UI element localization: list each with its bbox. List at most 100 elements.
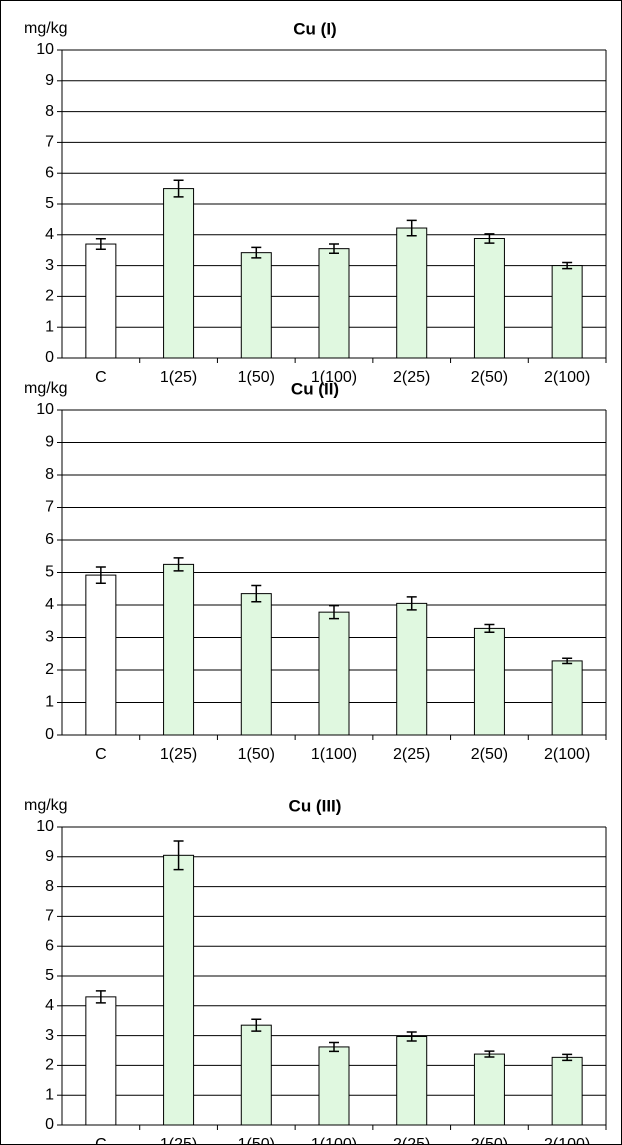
y-tick-label: 6 bbox=[45, 531, 54, 548]
error-bar bbox=[251, 584, 262, 603]
y-tick-label: 7 bbox=[45, 134, 54, 151]
error-bar bbox=[562, 657, 573, 665]
y-tick-label: 8 bbox=[45, 466, 54, 483]
x-tick-label: C bbox=[95, 1136, 107, 1145]
error-bar bbox=[562, 261, 573, 270]
bar bbox=[473, 627, 505, 736]
y-tick-label: 0 bbox=[45, 726, 54, 743]
y-axis-label: mg/kg bbox=[24, 380, 68, 397]
y-tick-label: 5 bbox=[45, 564, 54, 581]
bar bbox=[85, 996, 117, 1126]
bar bbox=[85, 574, 117, 736]
bar bbox=[85, 243, 117, 359]
y-tick-label: 0 bbox=[45, 349, 54, 366]
y-tick-label: 10 bbox=[36, 41, 54, 58]
y-tick-label: 8 bbox=[45, 878, 54, 895]
y-tick-label: 7 bbox=[45, 908, 54, 925]
x-tick-label: 2(25) bbox=[393, 369, 430, 386]
x-tick-label: 1(100) bbox=[311, 369, 357, 386]
y-tick-label: 5 bbox=[45, 195, 54, 212]
y-axis-label: mg/kg bbox=[24, 20, 68, 37]
y-tick-label: 3 bbox=[45, 629, 54, 646]
y-tick-label: 9 bbox=[45, 72, 54, 89]
x-tick-label: 2(100) bbox=[544, 1136, 590, 1145]
bar bbox=[551, 265, 583, 359]
x-tick-label: 2(100) bbox=[544, 369, 590, 386]
bar bbox=[240, 252, 272, 359]
chart-title: Cu (I) bbox=[293, 19, 336, 38]
error-bar bbox=[95, 566, 106, 584]
bar bbox=[396, 227, 428, 359]
x-tick-label: 1(100) bbox=[311, 746, 357, 763]
bar bbox=[163, 188, 195, 359]
y-tick-label: 4 bbox=[45, 997, 54, 1014]
chart-title: Cu (II) bbox=[291, 379, 339, 398]
x-tick-label: 1(25) bbox=[160, 1136, 197, 1145]
error-bar bbox=[173, 557, 184, 572]
y-tick-label: 9 bbox=[45, 848, 54, 865]
y-tick-label: 3 bbox=[45, 1027, 54, 1044]
y-tick-label: 2 bbox=[45, 1057, 54, 1074]
error-bar bbox=[406, 1031, 417, 1042]
y-tick-label: 0 bbox=[45, 1116, 54, 1133]
x-tick-label: 1(50) bbox=[238, 1136, 275, 1145]
y-tick-label: 7 bbox=[45, 499, 54, 516]
bar bbox=[318, 1046, 350, 1126]
error-bar bbox=[484, 1050, 495, 1058]
x-tick-label: 2(50) bbox=[471, 1136, 508, 1145]
y-tick-label: 1 bbox=[45, 694, 54, 711]
x-tick-label: C bbox=[95, 746, 107, 763]
y-tick-label: 3 bbox=[45, 257, 54, 274]
bar bbox=[551, 1056, 583, 1126]
y-tick-label: 5 bbox=[45, 967, 54, 984]
y-tick-label: 10 bbox=[36, 818, 54, 835]
y-tick-label: 8 bbox=[45, 103, 54, 120]
bar bbox=[318, 611, 350, 736]
error-bar bbox=[484, 233, 495, 244]
x-tick-label: 1(25) bbox=[160, 369, 197, 386]
y-tick-label: 1 bbox=[45, 1086, 54, 1103]
y-tick-label: 2 bbox=[45, 661, 54, 678]
x-tick-label: 1(50) bbox=[238, 746, 275, 763]
x-tick-label: 2(100) bbox=[544, 746, 590, 763]
error-bar bbox=[95, 990, 106, 1004]
error-bar bbox=[251, 246, 262, 259]
error-bar bbox=[173, 840, 184, 871]
y-tick-label: 4 bbox=[45, 226, 54, 243]
bar bbox=[396, 1035, 428, 1126]
x-tick-label: 1(50) bbox=[238, 369, 275, 386]
bar bbox=[240, 1024, 272, 1126]
y-tick-label: 6 bbox=[45, 937, 54, 954]
error-bar bbox=[484, 623, 495, 634]
error-bar bbox=[406, 596, 417, 611]
y-axis-label: mg/kg bbox=[24, 797, 68, 814]
error-bar bbox=[95, 238, 106, 251]
x-tick-label: C bbox=[95, 369, 107, 386]
bar bbox=[473, 237, 505, 359]
x-tick-label: 1(25) bbox=[160, 746, 197, 763]
bar bbox=[240, 593, 272, 736]
error-bar bbox=[173, 179, 184, 198]
y-tick-label: 9 bbox=[45, 434, 54, 451]
bar bbox=[163, 854, 195, 1126]
x-tick-label: 1(100) bbox=[311, 1136, 357, 1145]
error-bar bbox=[406, 219, 417, 237]
x-tick-label: 2(25) bbox=[393, 746, 430, 763]
bar bbox=[163, 563, 195, 736]
y-tick-label: 10 bbox=[36, 401, 54, 418]
error-bar bbox=[251, 1018, 262, 1032]
x-tick-label: 2(50) bbox=[471, 746, 508, 763]
error-bar bbox=[329, 243, 339, 255]
bar bbox=[473, 1053, 505, 1126]
y-tick-label: 2 bbox=[45, 288, 54, 305]
y-tick-label: 4 bbox=[45, 596, 54, 613]
bar bbox=[551, 660, 583, 736]
bar bbox=[396, 602, 428, 736]
error-bar bbox=[562, 1053, 573, 1062]
y-tick-label: 6 bbox=[45, 164, 54, 181]
bar bbox=[318, 248, 350, 359]
error-bar bbox=[329, 1041, 339, 1053]
y-tick-label: 1 bbox=[45, 318, 54, 335]
chart-title: Cu (III) bbox=[289, 796, 342, 815]
